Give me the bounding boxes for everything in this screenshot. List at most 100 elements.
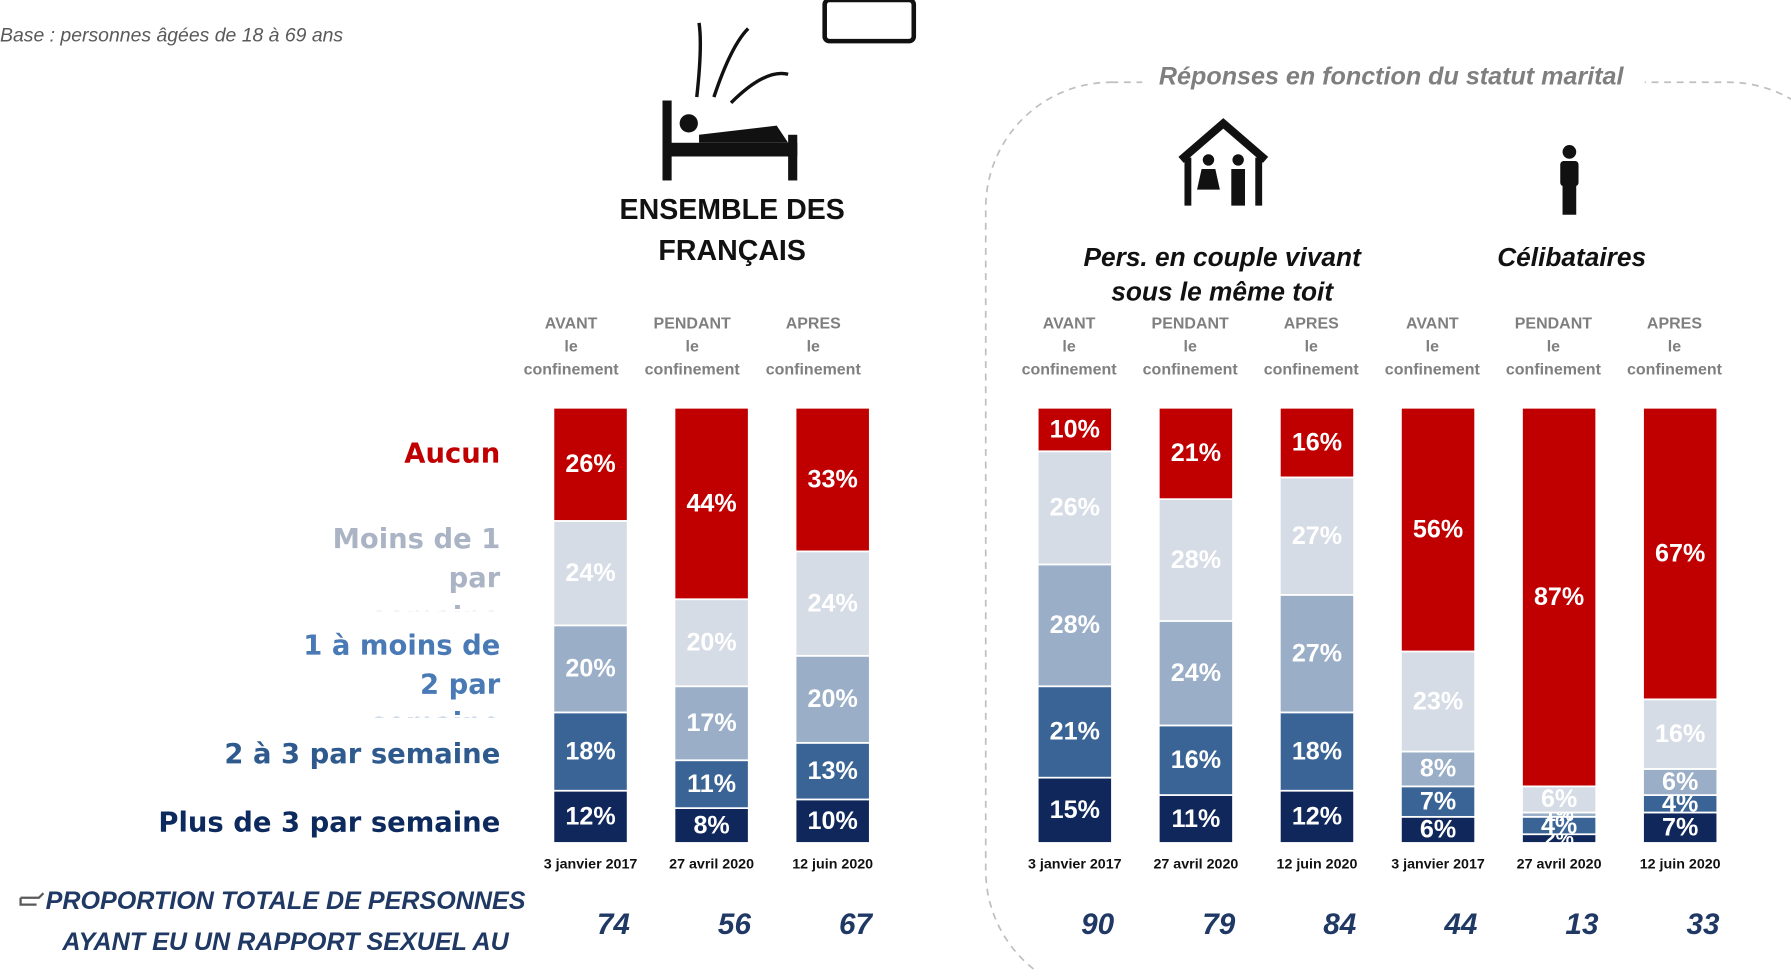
total-value: 13 — [1565, 908, 1599, 941]
calendar-icon — [822, 0, 917, 44]
totals-label: PROPORTION TOTALE DE PERSONNES — [46, 887, 526, 915]
total-value: 44 — [1443, 908, 1477, 941]
value-label: 20% — [565, 655, 615, 683]
total-value: 56 — [718, 908, 752, 941]
subtitle: Réponses en fonction du statut marital — [1159, 62, 1625, 90]
period-label: confinement — [645, 361, 741, 378]
value-label: 24% — [1171, 659, 1221, 687]
date-label: 27 avril 2020 — [1517, 856, 1602, 872]
bar-segment — [794, 741, 871, 801]
value-label: 17% — [686, 709, 736, 737]
legend-label: 1 à moins de 2 par semaine — [303, 629, 501, 717]
bar-segment — [1278, 406, 1355, 479]
value-label: 8% — [693, 811, 729, 839]
value-label: 11% — [687, 770, 736, 798]
bar-segment — [1157, 406, 1234, 501]
period-label: APRES — [1647, 316, 1702, 333]
total-value: 33 — [1687, 908, 1721, 941]
date-label: 12 juin 2020 — [1277, 856, 1358, 872]
period-label: le — [807, 338, 820, 355]
value-label: 16% — [1655, 720, 1705, 748]
bar-segment — [1642, 811, 1719, 844]
value-label: 26% — [565, 450, 615, 478]
legend-label: Aucun — [404, 437, 501, 470]
value-label: 18% — [1292, 737, 1342, 765]
date-label: 3 janvier 2017 — [1028, 856, 1122, 872]
date-label: 12 juin 2020 — [792, 856, 873, 872]
value-label: 21% — [1171, 439, 1221, 467]
bar-segment — [1157, 794, 1234, 844]
bar-segment — [552, 406, 629, 522]
legend-item: Aucun — [404, 437, 501, 470]
base-note: Base : personnes âgées de 18 à 69 ans — [0, 25, 343, 47]
period-label: PENDANT — [1152, 316, 1229, 333]
bar-segment — [673, 807, 750, 844]
subtitle-bg — [1142, 61, 1645, 96]
period-label: le — [1305, 338, 1318, 355]
period-label: confinement — [766, 361, 862, 378]
period-label: confinement — [1022, 361, 1118, 378]
bar-segment — [673, 406, 750, 601]
value-label: 28% — [1050, 611, 1100, 639]
value-label: 10% — [808, 807, 858, 835]
date-label: 12 juin 2020 — [1640, 856, 1721, 872]
bar-segment — [794, 798, 871, 844]
period-label: AVANT — [1406, 316, 1459, 333]
value-label: 7% — [1662, 813, 1698, 841]
person-icon — [1560, 145, 1579, 215]
bar-segment — [1521, 406, 1598, 788]
value-label: 13% — [808, 757, 858, 785]
legend-item: Plus de 3 par semaine — [158, 806, 501, 839]
value-label: 23% — [1413, 687, 1463, 715]
value-label: 27% — [1292, 639, 1342, 667]
value-label: 20% — [686, 629, 736, 657]
value-label: 20% — [808, 685, 858, 713]
total-value: 67 — [839, 908, 874, 941]
date-label: 27 avril 2020 — [669, 856, 754, 872]
bar-segment — [794, 406, 871, 553]
value-label: 6% — [1662, 768, 1698, 796]
bar-segment — [1278, 476, 1355, 596]
period-label: le — [686, 338, 699, 355]
group-title: Pers. en couple vivant — [1083, 242, 1362, 272]
value-label: 7% — [1420, 787, 1456, 815]
value-label: 15% — [1050, 796, 1100, 824]
bar-segment — [1278, 711, 1355, 792]
period-label: PENDANT — [1515, 316, 1592, 333]
bar-segment — [552, 789, 629, 844]
value-label: 87% — [1534, 583, 1584, 611]
total-value: 74 — [597, 908, 630, 941]
period-label: confinement — [1143, 361, 1239, 378]
bar-segment — [794, 654, 871, 744]
bar-segment — [1278, 789, 1355, 844]
bar-segment — [1036, 406, 1113, 453]
value-label: 56% — [1413, 515, 1463, 543]
bar-segment — [1521, 785, 1598, 814]
totals-label: AYANT EU UN RAPPORT SEXUEL AU — [61, 928, 509, 956]
group-title: Célibataires — [1497, 242, 1646, 272]
legend-label: Plus de 3 par semaine — [158, 806, 501, 839]
value-label: 67% — [1655, 539, 1705, 567]
value-label: 44% — [686, 489, 736, 517]
legend-item: 2 à 3 par semaine — [224, 738, 500, 770]
value-label: 26% — [1050, 494, 1100, 522]
period-label: confinement — [1506, 361, 1602, 378]
value-label: 16% — [1171, 746, 1221, 774]
period-label: le — [1062, 338, 1075, 355]
bar-segment — [1400, 406, 1477, 653]
bar-segment — [1157, 724, 1234, 796]
value-label: 24% — [808, 589, 858, 617]
value-label: 10% — [1050, 415, 1100, 443]
period-label: confinement — [524, 361, 620, 378]
legend-label: Moins de 1 par semaine — [332, 523, 501, 611]
bar-segment — [552, 624, 629, 714]
period-label: confinement — [1385, 361, 1481, 378]
period-label: APRES — [1284, 316, 1339, 333]
house-icon — [1178, 118, 1269, 206]
bar-segment — [1400, 650, 1477, 753]
group-title: ENSEMBLE DES — [620, 194, 845, 226]
bar-segment — [1157, 498, 1234, 622]
period-label: le — [1547, 338, 1560, 355]
period-label: le — [1426, 338, 1439, 355]
